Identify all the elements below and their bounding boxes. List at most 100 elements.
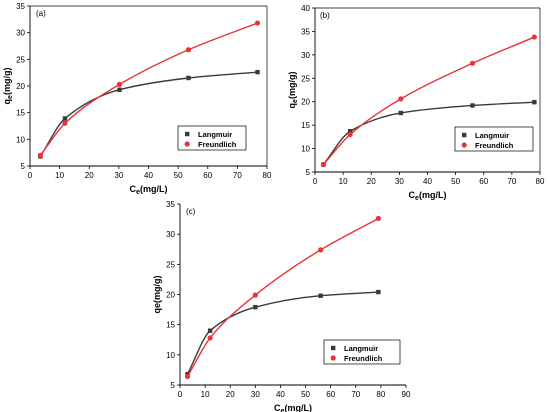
y-tick-label: 15 — [16, 109, 25, 118]
x-tick-label: 70 — [351, 390, 360, 399]
legend-label-langmuir: Langmuir — [198, 130, 232, 139]
y-tick-label: 25 — [301, 74, 310, 83]
legend-label-freundlich: Freundlich — [198, 140, 237, 149]
x-axis-title-main: C — [274, 403, 281, 412]
data-point-langmuir — [532, 99, 537, 105]
y-tick-label: 35 — [166, 200, 175, 209]
x-tick-label: 30 — [251, 390, 260, 399]
legend-label-langmuir: Langmuir — [344, 344, 378, 353]
x-axis-title-rest: (mg/L) — [419, 190, 447, 200]
x-tick-label: 50 — [174, 171, 183, 180]
legend-box — [177, 125, 247, 151]
legend-marker-langmuir — [331, 345, 336, 351]
x-axis-title-main: C — [409, 190, 416, 200]
data-point-langmuir — [186, 75, 191, 81]
x-tick-label: 20 — [226, 390, 235, 399]
x-tick-label: 60 — [326, 390, 335, 399]
x-tick-label: 20 — [85, 171, 94, 180]
y-tick-label: 25 — [16, 55, 25, 64]
x-tick-label: 60 — [203, 171, 212, 180]
x-axis-title-rest: (mg/L) — [284, 403, 312, 412]
legend-marker-freundlich — [330, 355, 336, 361]
x-axis-title-sub: e — [136, 189, 140, 196]
x-tick-label: 30 — [395, 177, 404, 186]
data-point-freundlich — [347, 131, 353, 138]
y-tick-label: 35 — [16, 2, 25, 11]
panel-label: (c) — [186, 207, 196, 216]
legend-label-langmuir: Langmuir — [475, 131, 509, 140]
data-point-langmuir — [253, 304, 258, 310]
x-tick-label: 20 — [367, 177, 376, 186]
data-point-freundlich — [207, 335, 213, 341]
y-axis-title-sub: e — [292, 99, 299, 103]
y-tick-label: 30 — [166, 230, 175, 239]
data-point-freundlich — [184, 373, 191, 380]
panel-3: 0 10 20 30 40 50 60 70 80 90 5 10 15 20 25 30 35 Ce(mg/L)… — [152, 200, 411, 412]
data-point-freundlich — [62, 120, 68, 126]
data-point-langmuir — [62, 116, 68, 121]
legend-marker-langmuir — [462, 132, 467, 138]
x-tick-label: 0 — [178, 390, 183, 399]
x-tick-label: 90 — [402, 390, 411, 399]
data-point-freundlich — [320, 161, 327, 168]
data-point-langmuir — [318, 293, 323, 298]
y-axis-title: qe(mg/g) — [152, 276, 162, 314]
x-axis-title-main: C — [130, 184, 137, 194]
data-point-langmuir — [398, 110, 403, 116]
data-point-freundlich — [254, 20, 261, 26]
x-tick-label: 0 — [28, 171, 33, 180]
data-point-freundlich — [531, 34, 537, 40]
data-point-langmuir — [376, 289, 381, 295]
x-tick-label: 10 — [55, 171, 64, 180]
x-tick-label: 40 — [144, 171, 153, 180]
y-tick-label: 20 — [16, 82, 25, 91]
y-tick-label: 35 — [301, 27, 310, 36]
y-tick-label: 30 — [301, 51, 310, 60]
y-tick-label: 5 — [171, 381, 176, 390]
legend-marker-freundlich — [461, 142, 467, 148]
x-tick-label: 0 — [313, 177, 318, 186]
x-axis-title-rest: (mg/L) — [140, 184, 168, 194]
data-point-langmuir — [347, 129, 353, 134]
data-point-freundlich — [185, 47, 192, 53]
x-tick-label: 70 — [233, 171, 242, 180]
x-axis-title: Ce(mg/L) — [409, 190, 447, 202]
x-axis-title: Ce(mg/L) — [130, 184, 168, 196]
legend-marker-langmuir — [185, 131, 190, 137]
y-tick-label: 10 — [301, 145, 310, 154]
y-tick-label: 5 — [21, 162, 26, 171]
y-tick-label: 10 — [166, 351, 175, 360]
legend-label-freundlich: Freundlich — [475, 141, 514, 150]
y-tick-label: 10 — [16, 135, 25, 144]
data-point-langmuir — [207, 328, 213, 333]
data-point-langmuir — [470, 103, 475, 108]
panel-2: 0 10 20 30 40 50 60 70 80510152025303540Ce(mg/L)… — [287, 4, 545, 202]
legend-marker-freundlich — [184, 141, 190, 147]
panel-label: (b) — [320, 11, 330, 20]
data-point-langmuir — [117, 87, 122, 92]
x-axis-title: Ce(mg/L) — [274, 403, 312, 412]
x-tick-label: 10 — [339, 177, 348, 186]
legend-box — [323, 339, 401, 365]
y-tick-label: 20 — [166, 291, 175, 300]
x-tick-label: 60 — [479, 177, 488, 186]
x-tick-label: 70 — [507, 177, 516, 186]
x-tick-label: 10 — [201, 390, 210, 399]
y-tick-label: 15 — [301, 121, 310, 130]
legend-label-freundlich: Freundlich — [344, 354, 383, 363]
y-axis-title: qe(mg/g) — [2, 68, 14, 105]
y-axis-title: qe(mg/g) — [287, 72, 299, 109]
y-tick-label: 30 — [16, 29, 25, 38]
legend-box — [454, 126, 534, 152]
data-point-freundlich — [398, 96, 404, 102]
data-point-freundlich — [375, 215, 381, 222]
x-tick-label: 50 — [301, 390, 310, 399]
data-point-freundlich — [318, 247, 324, 253]
x-axis-title-sub: e — [415, 195, 419, 202]
y-axis-title-main: qe(mg/g) — [152, 276, 162, 314]
data-point-freundlich — [469, 60, 476, 66]
data-point-freundlich — [37, 152, 43, 158]
